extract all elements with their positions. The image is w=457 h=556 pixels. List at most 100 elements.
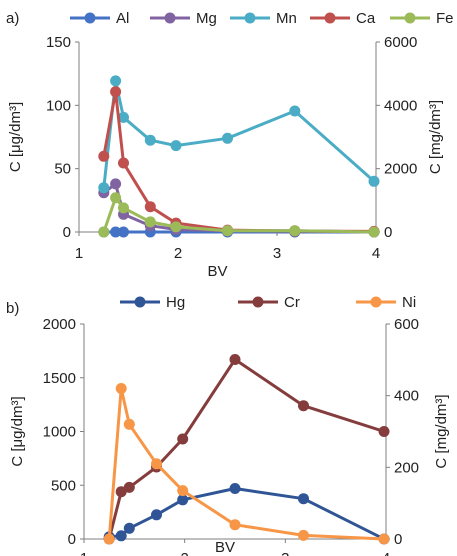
data-point-fe (289, 225, 301, 237)
legend-marker (252, 296, 264, 308)
y-axis-left-title: C [μg/dm³] (9, 396, 26, 466)
data-point-hg (115, 530, 127, 542)
data-point-ca (118, 157, 129, 169)
series-mg (98, 178, 380, 238)
data-point-fe (368, 226, 380, 238)
y-axis-right-title: C [mg/dm³] (427, 100, 444, 174)
data-point-hg (229, 483, 241, 494)
data-point-ni (298, 529, 309, 541)
series-line-mn (102, 79, 375, 188)
series-line-hg (109, 487, 385, 541)
data-point-hg (123, 522, 135, 534)
legend-label: Mn (276, 10, 297, 27)
legend-marker (370, 296, 382, 308)
y-axis-right-title: C [mg/dm³] (433, 394, 450, 468)
data-point-mg (110, 178, 122, 190)
data-point-al (118, 226, 129, 238)
data-point-mn (144, 134, 156, 146)
legend-entry-mg: Mg (150, 10, 217, 27)
y-right-tick-label: 400 (394, 388, 419, 405)
data-point-mn (222, 132, 233, 144)
y-left-tick-label: 0 (63, 224, 71, 241)
data-point-fe (110, 192, 122, 204)
legend-entry-fe: Fe (390, 10, 454, 27)
y-left-tick-label: 1500 (43, 370, 76, 387)
series-line-cr (107, 358, 385, 540)
data-point-ni (115, 383, 127, 394)
legend-entry-ni: Ni (356, 294, 416, 311)
data-point-fe (222, 225, 233, 237)
y-left-tick-label: 150 (46, 34, 71, 51)
x-tick-label: 2 (174, 245, 182, 262)
y-right-tick-label: 6000 (384, 34, 417, 51)
x-tick-label: 4 (372, 245, 380, 262)
data-point-fe (118, 202, 129, 214)
x-axis-title: BV (207, 263, 227, 280)
series-ni (103, 383, 390, 545)
series-line-ni (107, 387, 385, 541)
legend-entry-al: Al (70, 10, 129, 27)
data-point-al (110, 226, 122, 238)
data-point-cr (123, 481, 135, 493)
y-right-tick-label: 2000 (384, 161, 417, 178)
y-right-tick-label: 200 (394, 459, 419, 476)
y-left-tick-label: 1000 (43, 424, 76, 441)
y-left-tick-label: 0 (68, 531, 76, 548)
legend-label: Ca (356, 10, 376, 27)
legend-entry-ca: Ca (310, 10, 376, 27)
y-right-tick-label: 0 (384, 224, 392, 241)
y-left-tick-label: 2000 (43, 316, 76, 333)
data-point-ni (229, 519, 241, 531)
legend-entry-hg: Hg (120, 294, 185, 311)
panel-b: b)123405001000150020000200400600BVC [μg/… (6, 294, 450, 556)
data-point-ni (103, 533, 115, 545)
data-point-mn (368, 175, 380, 187)
y-right-tick-label: 4000 (384, 97, 417, 114)
legend-entry-cr: Cr (238, 294, 300, 311)
legend-label: Mg (196, 10, 217, 27)
data-point-ca (144, 201, 156, 213)
x-axis-title: BV (215, 539, 235, 556)
y-left-tick-label: 100 (46, 97, 71, 114)
data-point-ni (123, 418, 135, 430)
panel-label: a) (6, 10, 19, 27)
data-point-cr (115, 486, 127, 498)
series-line-fe (102, 196, 375, 234)
data-point-ni (378, 533, 390, 545)
data-point-fe (170, 221, 182, 233)
x-tick-label: 2 (180, 550, 188, 556)
legend-label: Cr (284, 294, 300, 311)
x-tick-label: 1 (80, 550, 88, 556)
data-point-hg (151, 509, 162, 521)
x-tick-label: 4 (382, 550, 390, 556)
series-mn (98, 75, 380, 194)
legend-marker (134, 296, 146, 308)
series-ca (98, 86, 380, 237)
data-point-mn (289, 105, 301, 117)
data-point-fe (98, 226, 110, 238)
legend-label: Fe (436, 10, 454, 27)
data-point-ca (110, 86, 122, 98)
y-axis-left-title: C [μg/dm³] (7, 102, 24, 172)
data-point-mn (110, 75, 122, 87)
data-point-cr (298, 400, 309, 412)
legend-marker (164, 12, 176, 24)
y-left-tick-label: 500 (51, 477, 76, 494)
x-tick-label: 3 (281, 550, 289, 556)
legend-marker (324, 12, 336, 24)
y-right-tick-label: 600 (394, 316, 419, 333)
legend-label: Hg (166, 294, 185, 311)
x-tick-label: 3 (273, 245, 281, 262)
data-point-cr (229, 354, 241, 365)
data-point-ca (98, 150, 110, 162)
y-right-tick-label: 0 (394, 531, 402, 548)
legend-label: Al (116, 10, 129, 27)
series-line-mg (102, 182, 375, 234)
legend-marker (244, 12, 256, 24)
data-point-cr (177, 433, 189, 445)
series-fe (98, 192, 380, 238)
x-tick-label: 1 (75, 245, 83, 262)
data-point-cr (378, 426, 390, 437)
data-point-ni (177, 485, 189, 497)
